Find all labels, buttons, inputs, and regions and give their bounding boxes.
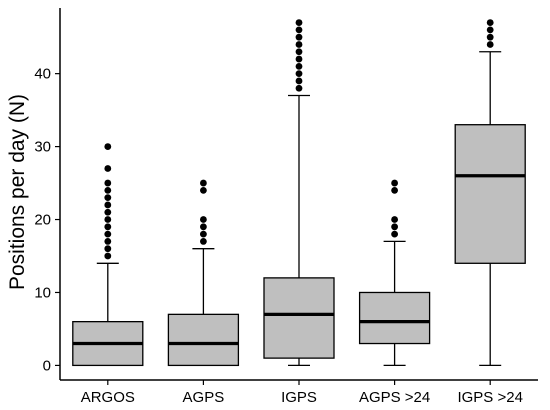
outlier-point — [104, 194, 112, 202]
outlier-point — [104, 238, 112, 245]
x-tick-label: AGPS — [183, 389, 225, 406]
outlier-point — [295, 19, 303, 26]
outlier-point — [104, 186, 112, 194]
outlier-point — [486, 19, 494, 26]
outlier-point — [295, 70, 303, 78]
outlier-point — [200, 216, 207, 223]
outlier-point — [391, 223, 398, 231]
outlier-point — [486, 41, 494, 48]
outlier-point — [486, 33, 494, 41]
iqr-box — [167, 313, 240, 367]
outlier-point — [295, 84, 303, 92]
outlier-point — [391, 186, 398, 194]
x-tick-label: IGPS >24 — [457, 389, 522, 406]
plot-area: 0 10 20 30 40 ARGOS AGPS IGPS AGPS >24 IGPS >24 — [34, 8, 538, 406]
outlier-point — [295, 77, 303, 85]
outlier-point — [486, 26, 494, 34]
outlier-point — [104, 216, 112, 223]
outlier-point — [391, 179, 398, 187]
y-tick-label: 20 — [34, 212, 51, 229]
outlier-point — [200, 179, 207, 187]
outlier-point — [104, 208, 112, 216]
y-tick-label: 10 — [34, 284, 51, 301]
outlier-point — [200, 223, 207, 231]
outlier-point — [104, 179, 112, 187]
y-axis-title: Positions per day (N) — [6, 94, 29, 290]
outlier-point — [104, 230, 112, 238]
outlier-point — [295, 62, 303, 70]
x-tick-label: IGPS — [281, 389, 317, 406]
y-tick-label: 30 — [34, 139, 51, 156]
x-tick-label: AGPS >24 — [359, 389, 430, 406]
outlier-point — [295, 33, 303, 41]
outlier-point — [295, 48, 303, 56]
iqr-box — [454, 124, 526, 264]
outlier-point — [391, 216, 398, 223]
outlier-point — [391, 230, 398, 238]
outlier-point — [295, 55, 303, 63]
iqr-box — [358, 291, 431, 345]
outlier-point — [104, 252, 112, 260]
outlier-point — [295, 26, 303, 34]
y-tick-label: 40 — [34, 66, 51, 83]
y-tick-label: 0 — [43, 357, 51, 374]
outlier-point — [104, 201, 112, 209]
outlier-point — [104, 245, 112, 253]
outlier-point — [200, 230, 207, 238]
outlier-point — [295, 41, 303, 48]
outlier-point — [104, 165, 112, 172]
outlier-point — [104, 223, 112, 231]
outlier-point — [200, 186, 207, 194]
outlier-point — [200, 238, 207, 245]
outlier-point — [104, 143, 112, 150]
iqr-box — [263, 277, 335, 359]
x-tick-label: ARGOS — [81, 389, 135, 406]
